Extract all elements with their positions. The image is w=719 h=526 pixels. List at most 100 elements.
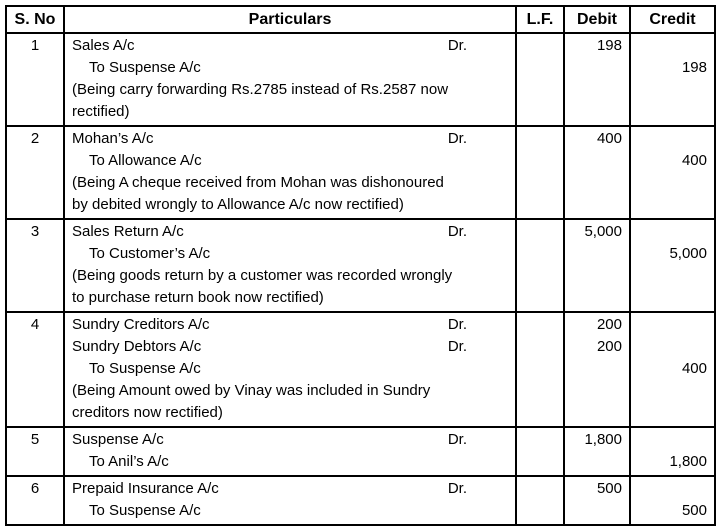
journal-table: S. No Particulars L.F. Debit Credit 1 Sal…: [5, 5, 716, 526]
credit-value: [632, 79, 713, 101]
particulars-line: Sundry Debtors A/c Dr.: [66, 336, 514, 358]
particulars-text: (Being Amount owed by Vinay was included…: [72, 382, 431, 399]
entry-debit: 400: [563, 125, 631, 220]
particulars-text: To Suspense A/c: [89, 360, 201, 377]
debit-value: [566, 194, 628, 216]
credit-value: [632, 336, 713, 358]
header-particulars: Particulars: [63, 5, 517, 34]
entry-credit: 1,800: [629, 426, 716, 477]
particulars-line: (Being A cheque received from Mohan was …: [66, 172, 514, 194]
particulars-line: To Allowance A/c: [66, 150, 514, 172]
entry-sno: 2: [5, 125, 65, 220]
journal-entry-row: 2 Mohan’s A/c Dr. To Allowance A/c (Being A …: [5, 125, 716, 220]
particulars-line: (Being carry forwarding Rs.2785 instead …: [66, 79, 514, 101]
particulars-line: rectified): [66, 101, 514, 123]
entry-debit: 198: [563, 32, 631, 127]
credit-value: [632, 314, 713, 336]
debit-value: [566, 150, 628, 172]
debit-value: [566, 101, 628, 123]
debit-value: [566, 172, 628, 194]
entry-lf: [515, 32, 565, 127]
journal-entry-row: 4 Sundry Creditors A/c Dr. Sundry Debtors A…: [5, 311, 716, 428]
entry-credit: 198: [629, 32, 716, 127]
dr-label: Dr.: [447, 37, 467, 54]
header-debit: Debit: [563, 5, 631, 34]
header-sno: S. No: [5, 5, 65, 34]
entry-sno: 6: [5, 475, 65, 526]
debit-value: [566, 243, 628, 265]
dr-label: Dr.: [447, 316, 467, 333]
particulars-line: Sundry Creditors A/c Dr.: [66, 314, 514, 336]
entry-credit: 500: [629, 475, 716, 526]
debit-value: [566, 358, 628, 380]
journal-entries: 1 Sales A/c Dr. To Suspense A/c (Being carry…: [5, 32, 716, 526]
particulars-line: to purchase return book now rectified): [66, 287, 514, 309]
entry-particulars: Prepaid Insurance A/c Dr. To Suspense A/c: [63, 475, 517, 526]
entry-particulars: Sales Return A/c Dr. To Customer’s A/c (Bei…: [63, 218, 517, 313]
journal-entry-row: 1 Sales A/c Dr. To Suspense A/c (Being carry…: [5, 32, 716, 127]
particulars-text: (Being goods return by a customer was re…: [72, 267, 453, 284]
entry-lf: [515, 475, 565, 526]
particulars-line: To Suspense A/c: [66, 500, 514, 522]
particulars-text: To Suspense A/c: [89, 502, 201, 519]
particulars-line: Mohan’s A/c Dr.: [66, 128, 514, 150]
dr-label: Dr.: [447, 130, 467, 147]
credit-value: [632, 402, 713, 424]
debit-value: [566, 57, 628, 79]
particulars-text: Sales A/c: [72, 37, 135, 54]
particulars-text: To Anil’s A/c: [89, 453, 169, 470]
journal-entry-row: 6 Prepaid Insurance A/c Dr. To Suspense A/c…: [5, 475, 716, 526]
credit-value: 5,000: [669, 245, 707, 262]
particulars-text: Mohan’s A/c: [72, 130, 154, 147]
journal-entry-row: 3 Sales Return A/c Dr. To Customer’s A/c (Be…: [5, 218, 716, 313]
particulars-line: To Suspense A/c: [66, 57, 514, 79]
particulars-line: (Being Amount owed by Vinay was included…: [66, 380, 514, 402]
credit-value: [632, 429, 713, 451]
credit-value: 1,800: [669, 453, 707, 470]
particulars-line: Suspense A/c Dr.: [66, 429, 514, 451]
header-lf: L.F.: [515, 5, 565, 34]
entry-credit: 5,000: [629, 218, 716, 313]
particulars-text: To Allowance A/c: [89, 152, 202, 169]
entry-debit: 5,000: [563, 218, 631, 313]
entry-credit: 400: [629, 125, 716, 220]
debit-value: 500: [596, 480, 622, 497]
entry-debit: 500: [563, 475, 631, 526]
particulars-text: Sales Return A/c: [72, 223, 184, 240]
credit-value: [632, 101, 713, 123]
dr-label: Dr.: [447, 480, 467, 497]
debit-value: 200: [596, 316, 622, 333]
particulars-line: by debited wrongly to Allowance A/c now …: [66, 194, 514, 216]
entry-particulars: Sundry Creditors A/c Dr. Sundry Debtors A/…: [63, 311, 517, 428]
entry-lf: [515, 218, 565, 313]
debit-value: 198: [596, 37, 622, 54]
particulars-text: Suspense A/c: [72, 431, 164, 448]
credit-value: [632, 172, 713, 194]
debit-value: [566, 380, 628, 402]
particulars-line: Sales A/c Dr.: [66, 35, 514, 57]
credit-value: [632, 287, 713, 309]
debit-value: 5,000: [584, 223, 622, 240]
debit-value: [566, 287, 628, 309]
particulars-text: To Suspense A/c: [89, 59, 201, 76]
credit-value: 400: [681, 152, 707, 169]
credit-value: 500: [681, 502, 707, 519]
particulars-text: Sundry Debtors A/c: [72, 338, 202, 355]
dr-label: Dr.: [447, 223, 467, 240]
particulars-text: To Customer’s A/c: [89, 245, 211, 262]
entry-debit: 200 200: [563, 311, 631, 428]
debit-value: [566, 451, 628, 473]
entry-lf: [515, 125, 565, 220]
particulars-line: To Suspense A/c: [66, 358, 514, 380]
debit-value: [566, 402, 628, 424]
entry-sno: 4: [5, 311, 65, 428]
debit-value: [566, 265, 628, 287]
dr-label: Dr.: [447, 338, 467, 355]
entry-lf: [515, 426, 565, 477]
debit-value: 200: [596, 338, 622, 355]
particulars-line: Sales Return A/c Dr.: [66, 221, 514, 243]
particulars-line: (Being goods return by a customer was re…: [66, 265, 514, 287]
credit-value: [632, 478, 713, 500]
credit-value: [632, 194, 713, 216]
